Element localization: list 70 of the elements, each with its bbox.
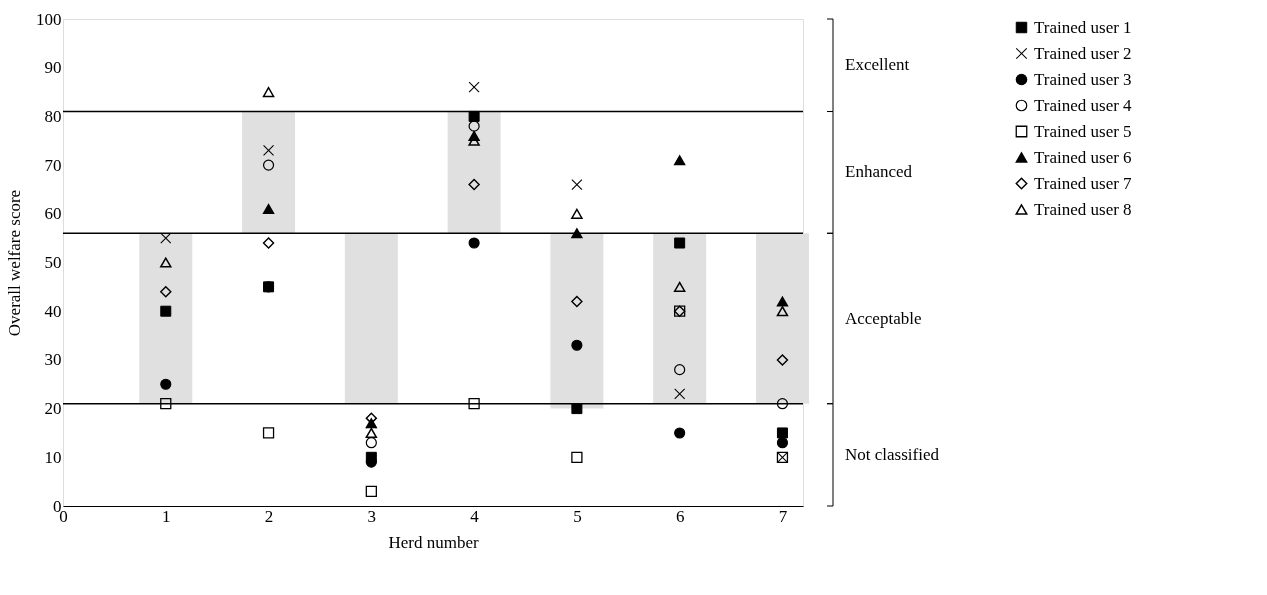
point	[468, 120, 480, 132]
legend-label: Trained user 7	[1034, 173, 1133, 193]
point	[365, 437, 377, 449]
legend-label: Trained user 3	[1034, 69, 1132, 89]
x-tick-label: 1	[162, 506, 171, 526]
point	[262, 159, 275, 171]
y-tick-label: 20	[44, 399, 62, 419]
point	[262, 86, 275, 98]
point	[674, 388, 686, 400]
x-tick-label: 4	[470, 506, 480, 526]
point	[160, 378, 172, 390]
point	[468, 398, 480, 410]
legend-label: Trained user 2	[1034, 43, 1132, 63]
point	[468, 178, 480, 191]
point	[776, 398, 789, 410]
legend-label: Trained user 5	[1034, 121, 1132, 141]
y-tick-label: 70	[44, 155, 62, 175]
x-tick-label: 6	[675, 506, 685, 526]
point	[571, 451, 583, 463]
legend-label: Trained user 1	[1034, 17, 1132, 37]
x-tick-label: 5	[573, 506, 582, 526]
y-tick-label: 80	[44, 106, 62, 126]
point	[673, 155, 686, 166]
point	[160, 398, 172, 410]
point	[674, 364, 686, 376]
y-tick-label: 60	[44, 204, 62, 224]
point	[468, 110, 480, 122]
point	[160, 257, 172, 268]
point	[365, 427, 378, 439]
point	[571, 295, 583, 308]
point	[160, 286, 172, 298]
legend-label: Trained user 4	[1034, 95, 1133, 115]
y-tick-label: 40	[44, 301, 62, 321]
text: Acceptable	[845, 308, 922, 328]
point	[262, 427, 275, 439]
x-tick-label: 7	[778, 506, 788, 526]
text: Excellent	[845, 55, 910, 75]
y-tick-label: 90	[44, 58, 62, 78]
point	[571, 228, 583, 239]
point	[365, 485, 377, 498]
point	[262, 203, 275, 214]
x-tick-label: 3	[367, 506, 377, 526]
point	[160, 305, 172, 317]
point	[776, 306, 789, 317]
y-tick-label: 50	[44, 253, 62, 272]
text: Enhanced	[845, 162, 913, 182]
x-axis-title: Herd number	[388, 532, 479, 552]
legend-label: Trained user 8	[1034, 199, 1132, 219]
point	[263, 144, 275, 157]
point	[776, 296, 789, 307]
y-tick-label: 100	[36, 9, 62, 29]
y-tick-label: 10	[44, 447, 62, 467]
point	[571, 208, 583, 219]
point	[776, 354, 789, 366]
y-tick-label: 30	[44, 350, 62, 370]
point	[674, 237, 686, 249]
x-tick-label: 2	[264, 506, 274, 526]
point	[468, 237, 480, 249]
point	[776, 437, 789, 449]
legend-label: Trained user 6	[1034, 147, 1132, 167]
point	[571, 403, 583, 415]
point	[776, 427, 788, 439]
point	[571, 179, 583, 191]
point	[468, 81, 480, 93]
point	[571, 339, 583, 351]
point	[673, 281, 686, 292]
text: Not classified	[845, 444, 940, 464]
point	[262, 237, 275, 249]
point	[674, 427, 686, 439]
y-axis-title: Overall welfare score	[5, 189, 24, 337]
